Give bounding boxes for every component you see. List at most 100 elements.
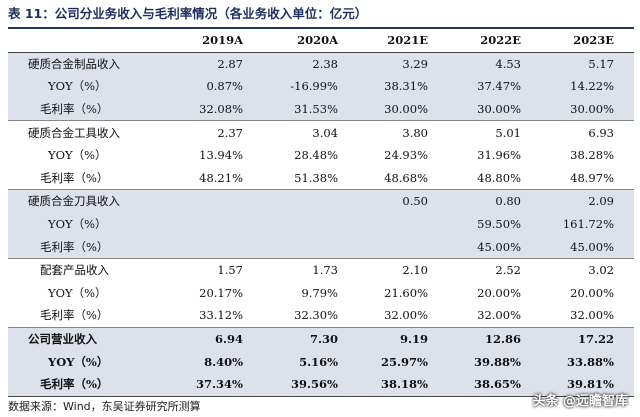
table-cell: 6.94 <box>168 327 263 351</box>
table-cell: 33.88% <box>541 350 634 373</box>
table-cell: 20.17% <box>199 285 243 300</box>
table-cell: 9.79% <box>301 285 338 300</box>
header-cell: 2022E <box>448 29 541 53</box>
table-cell <box>263 189 358 213</box>
row-label: YOY（%） <box>48 285 107 300</box>
table-row: 毛利率（%） 45.00% 45.00% <box>8 235 634 259</box>
table-cell: 39.88% <box>448 350 541 373</box>
table-cell: 24.93% <box>384 148 428 163</box>
row-label: 硬质合金刀具收入 <box>8 189 168 213</box>
table-cell: 45.00% <box>448 235 541 259</box>
table-cell: 30.00% <box>541 97 634 122</box>
table-cell: 39.56% <box>263 372 358 397</box>
table-row: YOY（%） 20.17% 9.79% 21.60% 20.00% 20.00% <box>8 282 634 305</box>
table-cell: 8.40% <box>168 350 263 373</box>
header-cell <box>8 29 168 53</box>
table-cell: -16.99% <box>263 75 358 98</box>
table-cell: 37.47% <box>448 75 541 98</box>
table-cell: 32.08% <box>168 97 263 122</box>
table-row: 毛利率（%） 48.21% 51.38% 48.68% 48.80% 48.97… <box>8 166 634 191</box>
revenue-margin-table: 2019A 2020A 2021E 2022E 2023E 硬质合金制品收入 2… <box>8 29 634 397</box>
table-cell: 21.60% <box>384 285 428 300</box>
row-label: 硬质合金工具收入 <box>28 125 120 140</box>
table-cell: 1.57 <box>217 263 243 278</box>
row-label: 硬质合金制品收入 <box>8 52 168 76</box>
table-cell: 30.00% <box>358 97 448 122</box>
header-cell: 2020A <box>263 29 358 53</box>
table-cell: 13.94% <box>199 148 243 163</box>
watermark: 头条 @远瞻智库 <box>532 394 628 409</box>
row-label: 毛利率（%） <box>8 166 168 191</box>
table-cell: 161.72% <box>541 212 634 236</box>
table-cell: 14.22% <box>541 75 634 98</box>
table-cell: 48.97% <box>541 166 634 191</box>
table-row: YOY（%） 0.87% -16.99% 38.31% 37.47% 14.22… <box>8 75 634 98</box>
table-cell: 0.80 <box>448 189 541 213</box>
table-cell: 0.87% <box>168 75 263 98</box>
table-cell: 6.93 <box>588 125 614 140</box>
table-cell: 20.00% <box>477 285 521 300</box>
table-cell: 59.50% <box>448 212 541 236</box>
table-row: YOY（%） 13.94% 28.48% 24.93% 31.96% 38.28… <box>8 144 634 167</box>
header-cell: 2023E <box>541 29 634 53</box>
table-cell: 3.04 <box>312 125 338 140</box>
row-label: YOY（%） <box>48 148 107 163</box>
table-cell: 39.81% <box>541 372 634 397</box>
table-cell: 32.00% <box>358 304 448 328</box>
table-cell: 3.02 <box>588 263 614 278</box>
table-cell: 3.80 <box>402 125 428 140</box>
table-cell: 2.52 <box>495 263 521 278</box>
table-cell: 12.86 <box>448 327 541 351</box>
row-label: 毛利率（%） <box>8 304 168 328</box>
table-cell: 0.50 <box>358 189 448 213</box>
table-cell: 1.73 <box>312 263 338 278</box>
table-cell: 7.30 <box>263 327 358 351</box>
table-cell: 5.16% <box>263 350 358 373</box>
table-row: 公司营业收入 6.94 7.30 9.19 12.86 17.22 <box>8 327 634 351</box>
table-cell: 32.00% <box>541 304 634 328</box>
table-cell: 38.18% <box>358 372 448 397</box>
caption-divider <box>8 27 634 29</box>
table-cell: 2.10 <box>402 263 428 278</box>
table-cell: 32.00% <box>448 304 541 328</box>
table-cell: 2.87 <box>168 52 263 76</box>
row-label: 毛利率（%） <box>8 235 168 259</box>
table-row: 硬质合金刀具收入 0.50 0.80 2.09 <box>8 189 634 213</box>
table-row: 硬质合金工具收入 2.37 3.04 3.80 5.01 6.93 <box>8 121 634 144</box>
table-cell: 2.38 <box>263 52 358 76</box>
table-cell: 17.22 <box>541 327 634 351</box>
table-cell <box>168 189 263 213</box>
table-cell: 48.80% <box>448 166 541 191</box>
table-cell <box>263 212 358 236</box>
table-cell: 38.31% <box>358 75 448 98</box>
row-label: YOY（%） <box>8 350 168 373</box>
table-row: YOY（%） 59.50% 161.72% <box>8 212 634 236</box>
header-cell: 2019A <box>168 29 263 53</box>
table-cell: 38.28% <box>570 148 614 163</box>
table-cell: 20.00% <box>570 285 614 300</box>
table-cell <box>358 212 448 236</box>
table-cell: 28.48% <box>294 148 338 163</box>
table-row: 毛利率（%） 33.12% 32.30% 32.00% 32.00% 32.00… <box>8 304 634 328</box>
row-label: 配套产品收入 <box>40 263 109 278</box>
table-row: 毛利率（%） 37.34% 39.56% 38.18% 38.65% 39.81… <box>8 372 634 397</box>
table-header-row: 2019A 2020A 2021E 2022E 2023E <box>8 29 634 53</box>
table-cell: 37.34% <box>168 372 263 397</box>
table-cell: 5.17 <box>541 52 634 76</box>
table-row: 毛利率（%） 32.08% 31.53% 30.00% 30.00% 30.00… <box>8 97 634 122</box>
table-cell: 2.37 <box>217 125 243 140</box>
table-cell: 32.30% <box>263 304 358 328</box>
table-cell: 9.19 <box>358 327 448 351</box>
table-row: 配套产品收入 1.57 1.73 2.10 2.52 3.02 <box>8 258 634 281</box>
source-note: 数据来源：Wind，东吴证券研究所测算 <box>8 400 201 413</box>
table-row: YOY（%） 8.40% 5.16% 25.97% 39.88% 33.88% <box>8 350 634 373</box>
table-cell: 33.12% <box>168 304 263 328</box>
row-label: YOY（%） <box>8 75 168 98</box>
table-caption: 表 11：公司分业务收入与毛利率情况（各业务收入单位：亿元） <box>8 6 368 21</box>
table-cell <box>263 235 358 259</box>
table-cell <box>168 212 263 236</box>
table-cell: 48.68% <box>358 166 448 191</box>
row-label: YOY（%） <box>8 212 168 236</box>
table-cell: 30.00% <box>448 97 541 122</box>
table-cell: 48.21% <box>168 166 263 191</box>
